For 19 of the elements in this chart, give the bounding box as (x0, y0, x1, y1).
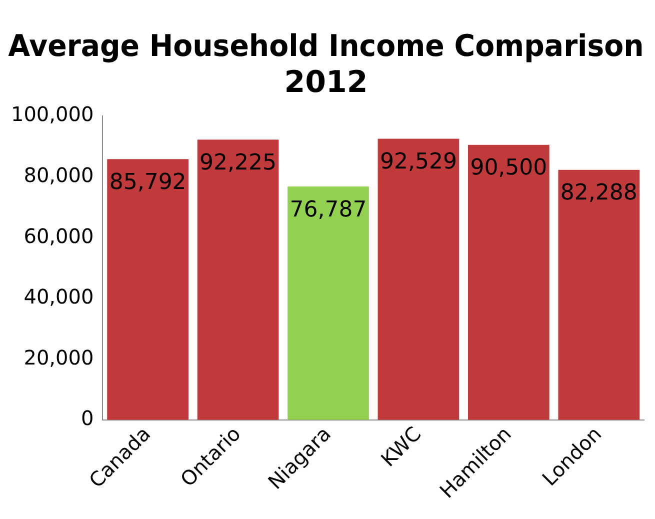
bar (197, 140, 279, 420)
bar (288, 186, 369, 420)
y-tick-label: 80,000 (24, 162, 94, 187)
data-label: 85,792 (109, 170, 186, 195)
data-label: 92,529 (380, 149, 457, 174)
y-tick-label: 20,000 (24, 345, 94, 370)
data-label: 90,500 (470, 156, 548, 181)
bar (558, 170, 640, 420)
data-label: 82,288 (560, 180, 638, 206)
bar (468, 144, 550, 420)
y-tick-label: 60,000 (24, 224, 94, 248)
bar (378, 138, 460, 420)
y-tick-label: 0 (80, 406, 94, 430)
bar (107, 159, 188, 420)
data-label: 92,225 (200, 150, 277, 176)
data-label: 76,787 (290, 197, 367, 222)
y-tick-label: 40,000 (24, 284, 94, 309)
chart-title: Average Household Income Comparison 2012 (8, 28, 644, 100)
y-tick-label: 100,000 (10, 102, 94, 126)
